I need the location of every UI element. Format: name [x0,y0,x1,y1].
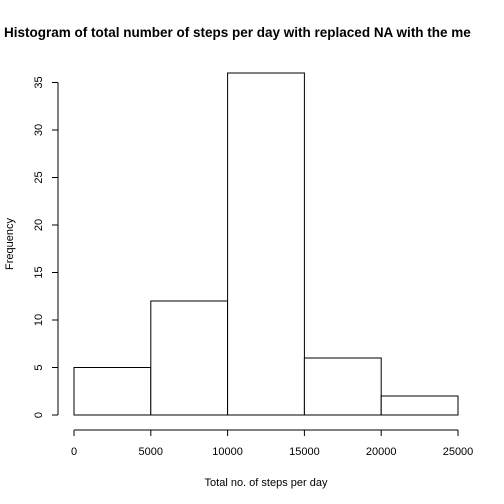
y-axis: 0 5 10 15 20 25 30 35 [33,76,59,418]
x-tick-label-0: 0 [71,446,77,458]
y-tick-label-6: 30 [33,124,45,136]
x-tick-label-4: 20000 [366,446,397,458]
y-tick-label-5: 25 [33,171,45,183]
x-tick-label-2: 10000 [212,446,243,458]
y-tick-label-2: 10 [33,314,45,326]
y-tick-label-3: 15 [33,266,45,278]
y-axis-label: Frequency [4,218,16,270]
x-tick-label-1: 5000 [139,446,163,458]
y-tick-label-4: 20 [33,219,45,231]
y-tick-label-7: 35 [33,76,45,88]
x-tick-label-5: 25000 [443,446,474,458]
histogram-bar-0 [73,367,152,416]
histogram-bar-1 [150,300,229,416]
histogram-bar-2 [227,72,305,416]
bar-group [73,72,459,416]
histogram-bar-4 [380,395,459,416]
y-tick-label-0: 0 [33,412,45,418]
y-tick-label-1: 5 [33,364,45,370]
x-axis-label: Total no. of steps per day [205,477,328,489]
histogram-bar-3 [303,357,382,416]
x-axis: 0 5000 10000 15000 20000 25000 [71,429,474,458]
chart-title: Histogram of total number of steps per d… [4,25,471,40]
x-tick-label-3: 15000 [289,446,320,458]
